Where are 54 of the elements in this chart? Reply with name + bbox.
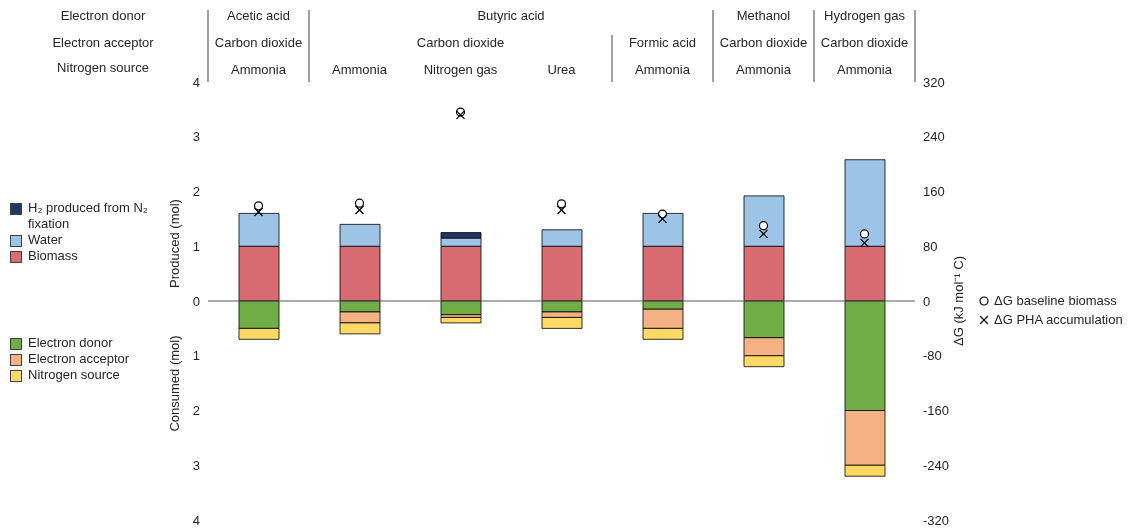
point: [556, 199, 567, 209]
text: Electron donor: [59, 8, 147, 23]
x-tick-label: Ammonia: [231, 62, 287, 77]
y-axis-title: Produced (mol): [166, 198, 182, 290]
text: Butyric acid: [476, 8, 546, 23]
text: Nitrogen source: [56, 60, 150, 75]
legend-label: ΔG PHA accumulation: [994, 311, 1123, 329]
text: Formic acid: [628, 35, 697, 50]
y-tick-label: 2: [192, 403, 200, 419]
point: [758, 221, 769, 231]
x-tick-label: Urea: [547, 62, 577, 77]
y2-tick-label: 160: [923, 184, 945, 200]
legend-label: Electron acceptor: [28, 351, 130, 367]
x-tick-label: Ammonia: [635, 62, 691, 77]
y-tick-label: 4: [192, 512, 200, 528]
text: Carbon dioxide: [820, 35, 909, 50]
y2-tick-label: -80: [923, 348, 942, 364]
x-tick-label: Ammonia: [736, 62, 792, 77]
text: Hydrogen gas: [824, 8, 905, 23]
point: [354, 198, 365, 208]
x-tick-label: Ammonia: [332, 62, 388, 77]
y-tick-label: 2: [192, 184, 200, 200]
text: Carbon dioxide: [213, 35, 304, 50]
y2-tick-label: -160: [923, 403, 950, 419]
legend-label: Nitrogen source: [28, 367, 120, 383]
y2-tick-label: -240: [923, 457, 950, 473]
point: [859, 229, 870, 239]
y2-tick-label: 240: [923, 129, 945, 145]
y2-tick-label: 80: [923, 238, 938, 254]
y-tick-label: 1: [192, 348, 200, 364]
y-tick-label: 1: [192, 238, 200, 254]
legend-label: Biomass: [28, 248, 78, 264]
text: Consumed (mol): [166, 334, 182, 434]
y2-tick-label: -320: [923, 512, 950, 528]
legend-label: Electron donor: [28, 335, 113, 351]
x-tick-label: Ammonia: [837, 62, 893, 77]
point: [253, 201, 264, 211]
y-tick-label: 4: [192, 74, 200, 90]
y-tick-label: 3: [192, 457, 200, 473]
text: Electron acceptor: [51, 35, 155, 50]
legend-label: Water: [28, 232, 63, 248]
bar: [440, 317, 482, 324]
legend-label: ΔG baseline biomass: [994, 292, 1117, 310]
y2-tick-label: 320: [923, 74, 945, 90]
text: Methanol: [736, 8, 791, 23]
x-tick-label: Nitrogen gas: [423, 62, 498, 77]
y-tick-label: 0: [192, 293, 200, 309]
legend-label: H₂ produced from N₂ fixation: [28, 200, 149, 232]
text: Carbon dioxide: [719, 35, 808, 50]
text: Acetic acid: [226, 8, 291, 23]
y2-axis-title: ΔG (kJ mol⁻¹ C): [950, 255, 967, 348]
y-tick-label: 3: [192, 129, 200, 145]
y2-tick-label: 0: [923, 293, 931, 309]
text: Carbon dioxide: [415, 35, 506, 50]
